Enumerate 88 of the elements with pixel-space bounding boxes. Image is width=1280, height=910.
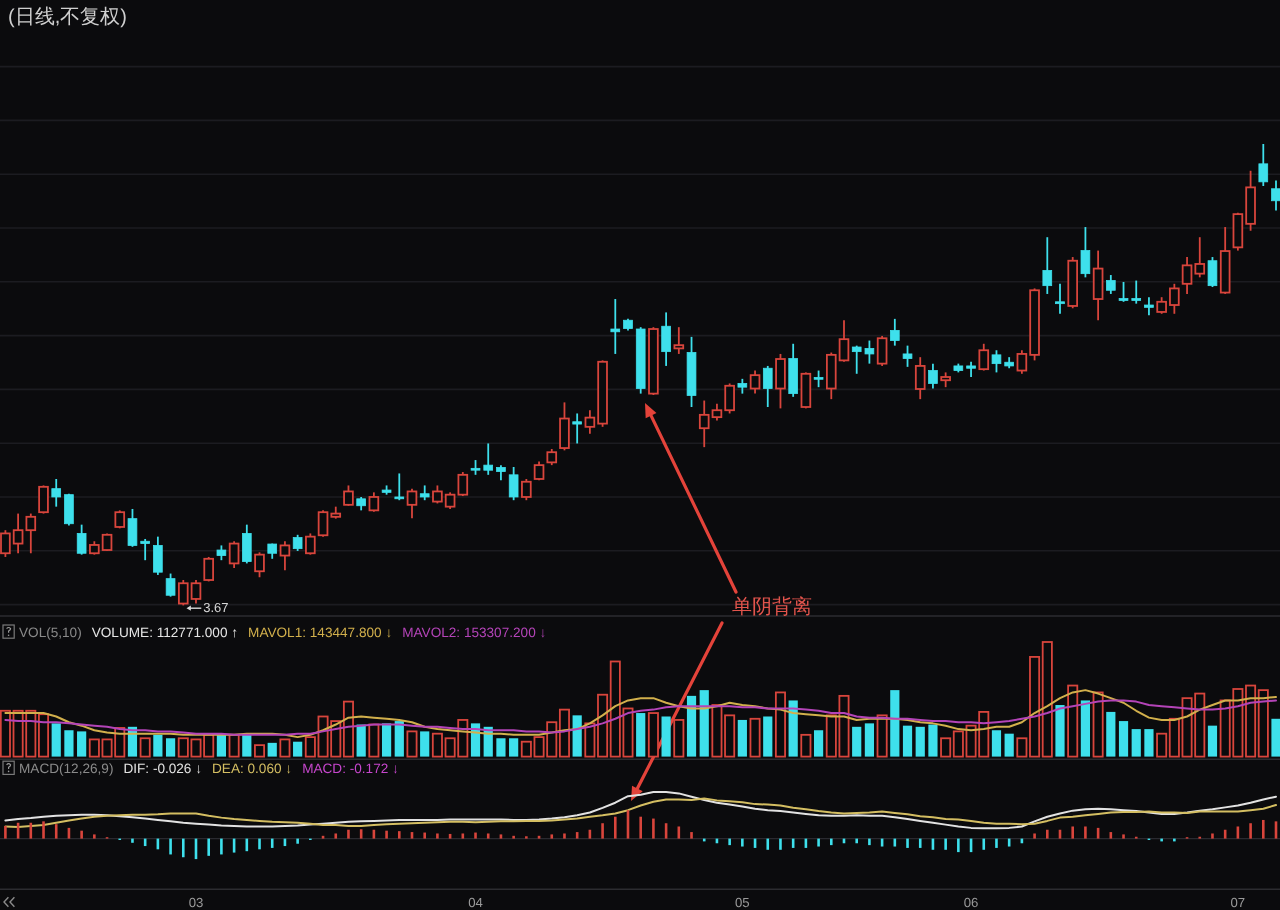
bar <box>737 719 747 757</box>
bar <box>699 690 709 757</box>
candlestick <box>165 572 176 598</box>
candlestick <box>661 311 671 367</box>
bar <box>774 691 786 758</box>
bar <box>890 690 900 757</box>
bar <box>1055 705 1065 757</box>
candlestick <box>228 540 240 569</box>
candlestick <box>686 335 697 408</box>
candlestick <box>368 491 380 513</box>
bar <box>381 723 392 757</box>
bar <box>1207 725 1218 757</box>
candlestick <box>902 344 913 368</box>
bar <box>686 695 697 757</box>
bar <box>763 716 773 757</box>
candlestick <box>890 317 900 347</box>
candlestick <box>788 342 798 398</box>
candlestick <box>762 365 773 408</box>
candlestick <box>749 369 761 395</box>
candlestick <box>521 478 532 502</box>
bar <box>800 733 812 758</box>
candlestick <box>153 535 163 576</box>
candlestick <box>1219 226 1231 295</box>
candlestick <box>254 551 265 579</box>
bar <box>1080 700 1091 757</box>
bar <box>647 712 659 758</box>
bar <box>165 738 176 757</box>
bar <box>356 724 366 757</box>
annotation: 单阴背离 <box>732 594 812 619</box>
candlestick <box>242 523 252 565</box>
candlestick <box>914 356 926 401</box>
bar <box>254 744 266 758</box>
bar <box>420 731 430 757</box>
bar <box>406 730 418 758</box>
bar <box>1271 718 1280 757</box>
bar <box>216 734 226 757</box>
candlestick <box>1042 236 1053 295</box>
bar <box>673 719 685 758</box>
bar <box>788 700 798 757</box>
candlestick <box>38 484 49 515</box>
bar <box>1004 733 1014 757</box>
candlestick <box>1258 143 1269 187</box>
chart-title: (日线,不复权) <box>8 5 127 29</box>
bar <box>813 730 824 757</box>
bar <box>242 734 252 757</box>
bar <box>1118 721 1129 757</box>
candlestick <box>1067 256 1078 310</box>
bar <box>852 726 862 757</box>
candlestick <box>1055 282 1065 315</box>
bar <box>279 738 291 758</box>
candlestick <box>1092 249 1104 322</box>
candlestick <box>876 335 888 367</box>
bar <box>368 723 380 758</box>
bar <box>661 716 671 757</box>
candlestick <box>343 484 354 507</box>
bar <box>293 741 303 757</box>
candlestick <box>1080 226 1091 279</box>
candlestick <box>394 472 405 502</box>
candlestick <box>76 523 87 556</box>
bar <box>267 742 277 757</box>
candlestick <box>1106 274 1116 295</box>
candlestick <box>1271 179 1280 212</box>
bar <box>1092 691 1104 758</box>
candlestick <box>800 371 812 410</box>
bar <box>153 734 163 757</box>
bar <box>394 721 404 757</box>
candlestick <box>406 487 418 520</box>
bar <box>228 733 240 758</box>
bar <box>572 715 582 757</box>
bar <box>1067 684 1079 758</box>
bar <box>1106 711 1116 757</box>
candlestick <box>305 532 316 556</box>
bar <box>864 723 875 757</box>
candlestick <box>1207 256 1218 288</box>
candlestick <box>572 412 582 445</box>
candlestick <box>673 326 685 355</box>
bar <box>139 737 151 758</box>
bar <box>991 730 1002 757</box>
candlestick <box>978 342 990 372</box>
candlestick <box>928 362 938 390</box>
bar <box>876 714 888 758</box>
bar <box>749 717 761 758</box>
candlestick <box>775 353 786 410</box>
candlestick <box>559 401 570 452</box>
bar <box>636 713 646 757</box>
bar <box>902 725 913 757</box>
candlestick <box>508 466 519 502</box>
candlestick <box>203 556 214 583</box>
